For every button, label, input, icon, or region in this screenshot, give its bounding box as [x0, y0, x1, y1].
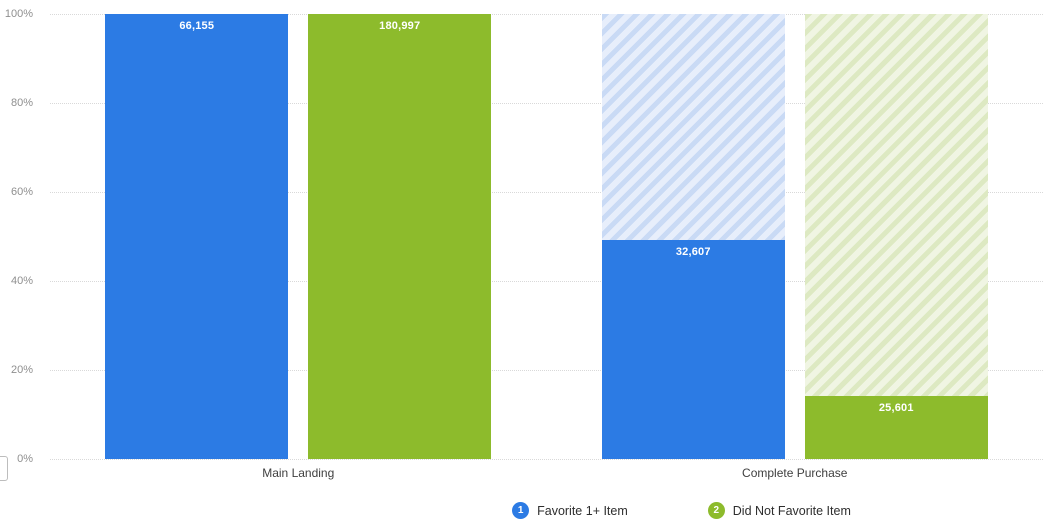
x-axis-label: Complete Purchase [742, 466, 848, 480]
bar-value-label: 66,155 [179, 20, 215, 32]
y-tick-label: 20% [10, 364, 33, 376]
y-tick-label: 40% [10, 275, 33, 287]
funnel-bar-series-2[interactable]: 180,997 [308, 14, 492, 459]
chart-body: 100% 80% 60% 40% 20% 0% 66,155 180,997 32,607 25… [0, 8, 1043, 465]
legend-marker: 2 [707, 502, 725, 519]
dropoff-segment[interactable] [804, 14, 988, 397]
y-tick-label: 0% [17, 453, 33, 465]
conversion-segment[interactable]: 66,155 [105, 14, 289, 459]
y-tick-label: 80% [10, 97, 33, 109]
bar-value-label: 25,601 [878, 402, 914, 415]
bar-value-label: 180,997 [379, 20, 421, 32]
edge-handle[interactable] [0, 456, 8, 481]
conversion-segment[interactable]: 180,997 [308, 14, 492, 459]
x-axis: Main Landing Complete Purchase [50, 459, 1043, 480]
legend: 1 Favorite 1+ Item 2 Did Not Favorite Item [0, 502, 1043, 519]
x-axis-label: Main Landing [262, 466, 335, 480]
legend-item[interactable]: 2 Did Not Favorite Item [707, 502, 851, 519]
conversion-segment[interactable]: 32,607 [601, 239, 785, 459]
legend-label: Did Not Favorite Item [732, 503, 851, 518]
funnel-bar-series-2[interactable]: 25,601 [804, 14, 988, 459]
y-tick-label: 100% [4, 8, 33, 20]
funnel-bar-series-1[interactable]: 66,155 [105, 14, 289, 459]
bar-group: 32,607 25,601 [547, 14, 1043, 459]
y-axis: 100% 80% 60% 40% 20% 0% [0, 8, 50, 465]
bar-value-label: 32,607 [675, 245, 711, 258]
dropoff-segment[interactable] [601, 14, 785, 240]
plot-area: 66,155 180,997 32,607 25,601 [50, 14, 1043, 460]
bar-group: 66,155 180,997 [50, 14, 547, 459]
y-tick-label: 60% [10, 186, 33, 198]
funnel-bar-series-1[interactable]: 32,607 [601, 14, 785, 459]
legend-item[interactable]: 1 Favorite 1+ Item [512, 502, 628, 519]
legend-marker: 1 [512, 502, 530, 519]
legend-label: Favorite 1+ Item [537, 503, 628, 518]
conversion-segment[interactable]: 25,601 [804, 396, 988, 459]
